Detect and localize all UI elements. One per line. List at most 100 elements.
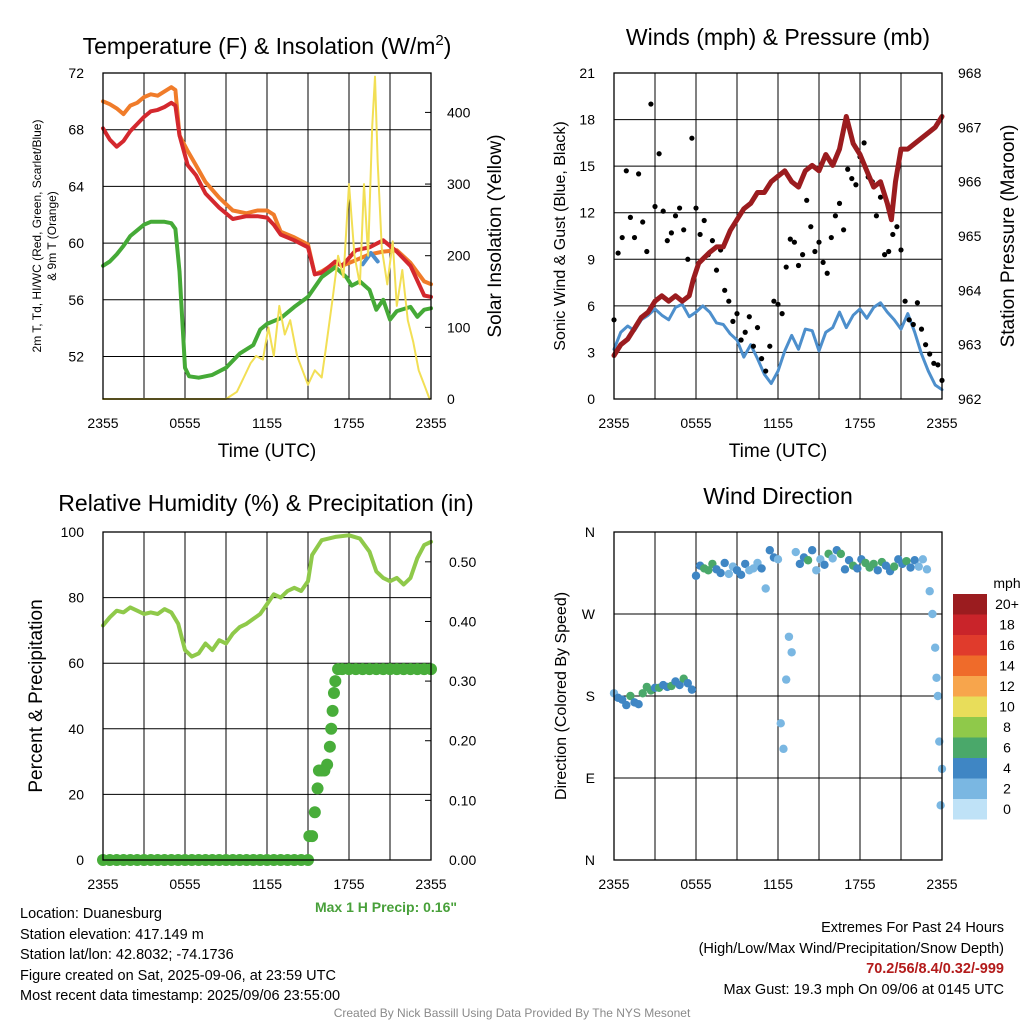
right-y-tick-label: 965 — [958, 228, 982, 244]
series-line — [102, 75, 431, 400]
right-y-tick-label: 962 — [958, 391, 982, 407]
y-tick-label: 60 — [68, 655, 84, 671]
gust-point — [853, 182, 859, 188]
gust-point — [828, 234, 834, 241]
pressure-line — [611, 114, 945, 358]
legend-swatch — [953, 594, 987, 615]
y-tick-label: N — [585, 852, 595, 868]
gust-point — [738, 337, 744, 343]
y-tick-label: 68 — [68, 122, 84, 138]
series-line — [101, 85, 433, 287]
x-tick-label: 0555 — [680, 415, 711, 431]
y-tick-label: 40 — [68, 721, 84, 737]
direction-point — [791, 547, 800, 557]
x-tick-label: 1755 — [844, 415, 875, 431]
humidity-line — [101, 533, 433, 659]
y-tick-label: 56 — [68, 292, 84, 308]
y-axis-label: Percent & Precipitation — [26, 599, 47, 792]
gust-point — [726, 298, 732, 304]
gust-point — [935, 362, 941, 368]
direction-point — [932, 673, 941, 682]
speed-legend: mph 20+ 18 16 14 12 10 8 6 4 2 0 — [953, 575, 1021, 820]
legend-label: 10 — [999, 699, 1015, 715]
right-y-tick-label: 968 — [958, 65, 982, 81]
direction-point — [922, 565, 932, 574]
gust-point — [845, 166, 851, 172]
y-tick-label: 3 — [587, 344, 595, 360]
plot-frame — [613, 531, 943, 861]
x-tick-label: 1755 — [333, 415, 364, 431]
precip-point — [306, 830, 319, 843]
direction-point — [853, 564, 862, 573]
gust-point — [927, 351, 933, 357]
legend-label: 16 — [999, 637, 1015, 653]
x-tick-label: 0555 — [169, 415, 200, 431]
legend-swatch — [953, 655, 987, 676]
x-tick-label: 1755 — [844, 876, 875, 892]
chart-title: Wind Direction — [703, 483, 853, 509]
legend-swatch — [953, 635, 987, 656]
x-tick-label: 2355 — [598, 415, 629, 431]
temperature-insolation-panel: Temperature (F) & Insolation (W/m2)2355 0… — [30, 32, 506, 462]
gust-point — [906, 317, 912, 323]
direction-point — [795, 559, 805, 569]
gust-point — [722, 287, 728, 293]
precip-point — [326, 704, 339, 717]
direction-point — [936, 801, 945, 810]
direction-point — [687, 685, 697, 694]
legend-label: 18 — [999, 617, 1015, 633]
legend-label: 0 — [1003, 801, 1011, 817]
gust-point — [873, 213, 880, 219]
chart-title-main: Temperature (F) & Insolation (W/m — [83, 33, 436, 59]
winds-pressure-panel: Winds (mph) & Pressure (mb) 2355 0555 1155 1… — [552, 24, 1019, 462]
direction-point — [933, 691, 943, 701]
direction-point — [761, 584, 770, 593]
right-y-tick-label: 300 — [447, 176, 471, 192]
direction-point — [720, 558, 729, 568]
y-tick-label: 18 — [579, 112, 595, 128]
chart-title: Winds (mph) & Pressure (mb) — [626, 24, 930, 50]
gust-point — [677, 205, 683, 211]
gust-point — [824, 270, 830, 276]
right-y-tick-label: 0.10 — [449, 792, 476, 808]
direction-point — [930, 643, 940, 652]
direction-point — [873, 566, 882, 575]
x-tick-label: 1755 — [333, 876, 364, 892]
gust-point — [681, 227, 687, 233]
gust-point — [742, 329, 748, 335]
gust-point — [849, 175, 855, 182]
right-y-tick-label: 966 — [958, 174, 982, 190]
precip-point — [321, 758, 334, 771]
x-tick-label: 2355 — [415, 876, 446, 892]
gust-point — [894, 224, 900, 230]
y-tick-label: 64 — [68, 178, 84, 194]
gust-point — [730, 318, 736, 324]
gust-point — [795, 262, 802, 269]
plot-frame — [102, 72, 432, 400]
right-y-tick-label: 100 — [447, 319, 471, 335]
direction-point — [683, 679, 692, 688]
chart-title: Temperature (F) & Insolation (W/m2) — [83, 32, 452, 59]
x-tick-label: 2355 — [926, 415, 957, 431]
y-axis-label-line1: 2m T, Td, HI/WC (Red, Green, Scarlet/Blu… — [30, 120, 44, 353]
gust-point — [664, 238, 670, 244]
gust-point — [771, 298, 777, 304]
x-tick-label: 0555 — [680, 876, 711, 892]
gust-point — [836, 200, 843, 206]
gust-point — [898, 247, 904, 253]
gust-point — [615, 250, 621, 256]
sonic-wind-line — [612, 301, 944, 392]
legend-label: 20+ — [995, 596, 1019, 612]
gust-point — [734, 311, 740, 317]
extremes-heading: Extremes For Past 24 Hours — [821, 920, 1004, 936]
direction-point — [704, 566, 713, 575]
humidity-precipitation-panel: Relative Humidity (%) & Precipitation (i… — [26, 490, 476, 915]
x-tick-label: 1155 — [252, 415, 282, 431]
precip-point — [323, 740, 336, 753]
direction-point — [626, 691, 635, 701]
gust-point — [931, 360, 937, 366]
precip-point — [311, 782, 324, 795]
precip-point — [327, 687, 340, 700]
y-axis-label: 2m T, Td, HI/WC (Red, Green, Scarlet/Blu… — [30, 120, 59, 353]
